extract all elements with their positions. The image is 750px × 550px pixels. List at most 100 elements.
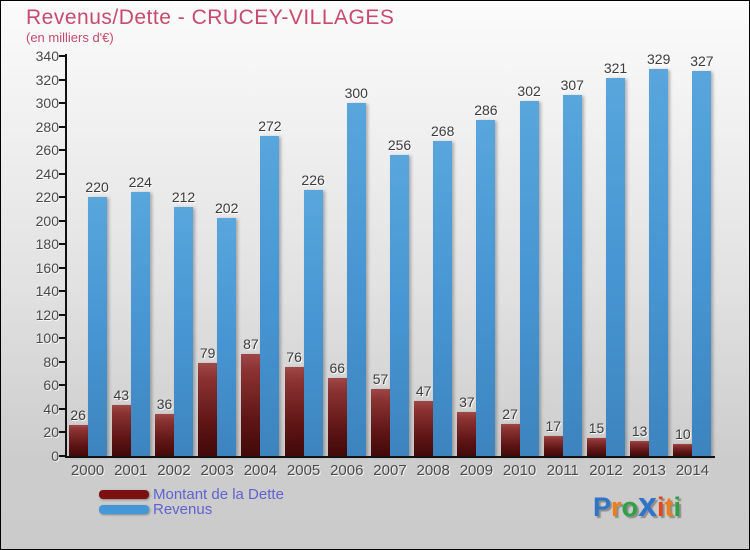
- bar-dette-2004: [241, 353, 261, 456]
- bar-value-dette-2012: 15: [588, 420, 605, 437]
- bar-value-revenus-2001: 224: [128, 174, 152, 191]
- x-tick-label-2004: 2004: [243, 462, 278, 479]
- y-tick-mark: [59, 266, 65, 269]
- logo-letter: r: [611, 492, 622, 522]
- bar-revenus-2002: [174, 206, 193, 456]
- bar-value-revenus-2008: 268: [431, 122, 455, 139]
- bar-value-revenus-2007: 256: [387, 136, 412, 153]
- bar-value-dette-2008: 47: [415, 382, 432, 399]
- y-tick-mark: [59, 337, 65, 340]
- legend-label: Revenus: [153, 501, 213, 518]
- x-tick-label-2003: 2003: [200, 462, 234, 479]
- y-tick-mark: [59, 455, 65, 457]
- bar-dette-2010: [500, 424, 520, 456]
- bar-value-revenus-2004: 272: [258, 118, 282, 134]
- bar-revenus-2007: [390, 154, 409, 456]
- y-tick-mark: [59, 243, 65, 246]
- bar-value-dette-2011: 17: [545, 418, 562, 434]
- bar-revenus-2012: [606, 78, 625, 456]
- x-tick-label-2002: 2002: [157, 462, 191, 479]
- y-tick-label: 240: [35, 165, 59, 182]
- bar-dette-2002: [155, 413, 174, 456]
- bar-revenus-2006: [346, 103, 366, 456]
- bar-dette-2006: [327, 378, 347, 456]
- bar-value-dette-2007: 57: [372, 370, 389, 387]
- bar-value-dette-2006: 66: [329, 360, 346, 377]
- y-tick-mark: [59, 384, 65, 387]
- x-tick-label-2007: 2007: [373, 462, 407, 479]
- page-title: Revenus/Dette - CRUCEY-VILLAGES: [26, 6, 395, 29]
- plot-area: 26 220 43 224 36 212 79 202 87 272 76 226 66 300 57 256…: [66, 51, 714, 456]
- bar-dette-2008: [414, 400, 434, 456]
- legend-item-revenus: Revenus: [99, 502, 284, 517]
- legend-item-dette: Montant de la Dette: [99, 487, 284, 502]
- proxiti-logo: Proxiti: [593, 488, 681, 524]
- y-tick-label: 300: [35, 95, 59, 112]
- x-tick-label-2010: 2010: [502, 462, 537, 479]
- y-tick-mark: [59, 78, 65, 81]
- x-tick-label-2006: 2006: [330, 462, 364, 479]
- bar-dette-2009: [457, 412, 477, 456]
- y-tick-mark: [59, 313, 65, 316]
- bar-revenus-2003: [217, 218, 237, 456]
- bar-dette-2012: [587, 438, 606, 456]
- bar-value-dette-2000: 26: [70, 407, 86, 424]
- y-tick-mark: [59, 196, 65, 199]
- x-tick-label-2001: 2001: [114, 462, 148, 479]
- y-tick-mark: [59, 102, 65, 105]
- bar-revenus-2001: [130, 192, 150, 456]
- bar-revenus-2005: [303, 190, 323, 456]
- bar-value-revenus-2002: 212: [171, 188, 196, 205]
- y-tick-label: 220: [35, 189, 59, 206]
- axis-line: [65, 456, 715, 458]
- bar-dette-2011: [543, 436, 563, 456]
- y-tick-label: 100: [35, 330, 59, 347]
- x-tick-label-2014: 2014: [675, 462, 710, 479]
- bar-value-dette-2005: 76: [286, 348, 302, 365]
- y-tick-mark: [59, 172, 65, 175]
- bar-dette-2013: [630, 440, 650, 456]
- bar-revenus-2011: [562, 94, 582, 456]
- bar-revenus-2004: [260, 136, 280, 456]
- axis-line: [65, 54, 67, 458]
- bar-dette-2000: [68, 425, 88, 456]
- y-tick-label: 20: [43, 424, 59, 441]
- bar-revenus-2008: [433, 140, 453, 456]
- logo-letter: i: [673, 492, 681, 522]
- y-tick-label: 280: [35, 118, 59, 135]
- y-tick-label: 260: [35, 142, 59, 159]
- legend-label: Montant de la Dette: [153, 486, 284, 503]
- bar-value-dette-2002: 36: [156, 395, 173, 412]
- y-tick-label: 0: [51, 448, 59, 464]
- bar-value-revenus-2010: 302: [517, 82, 541, 99]
- x-tick-label-2008: 2008: [416, 462, 450, 479]
- logo-letter: o: [621, 492, 639, 522]
- bar-value-revenus-2006: 300: [344, 85, 368, 102]
- bar-value-dette-2013: 13: [631, 422, 648, 439]
- x-tick-label-2012: 2012: [589, 462, 623, 479]
- y-tick-mark: [59, 219, 65, 222]
- legend-swatch-revenus: [99, 505, 149, 514]
- bar-dette-2005: [284, 366, 304, 456]
- logo-letter: i: [656, 492, 665, 522]
- y-tick-label: 160: [35, 259, 59, 276]
- logo-letter: t: [664, 492, 674, 522]
- x-tick-label-2009: 2009: [459, 462, 494, 479]
- y-tick-mark: [59, 431, 65, 434]
- legend-swatch-dette: [99, 490, 149, 499]
- bar-value-revenus-2005: 226: [301, 172, 325, 189]
- y-tick-label: 200: [35, 212, 59, 229]
- bar-value-revenus-2012: 321: [603, 60, 628, 77]
- bar-value-revenus-2003: 202: [215, 200, 239, 217]
- bar-value-revenus-2009: 286: [474, 101, 498, 118]
- bar-value-dette-2014: 10: [675, 426, 691, 443]
- page-subtitle: (en milliers d'€): [26, 30, 114, 45]
- y-tick-label: 340: [35, 48, 59, 64]
- bar-value-dette-2004: 87: [243, 335, 259, 352]
- bar-revenus-2010: [519, 100, 539, 456]
- y-tick-label: 320: [35, 71, 59, 88]
- bar-dette-2001: [111, 405, 131, 456]
- bar-value-dette-2003: 79: [199, 345, 216, 362]
- x-tick-label-2011: 2011: [546, 462, 579, 479]
- bar-value-dette-2010: 27: [502, 406, 518, 423]
